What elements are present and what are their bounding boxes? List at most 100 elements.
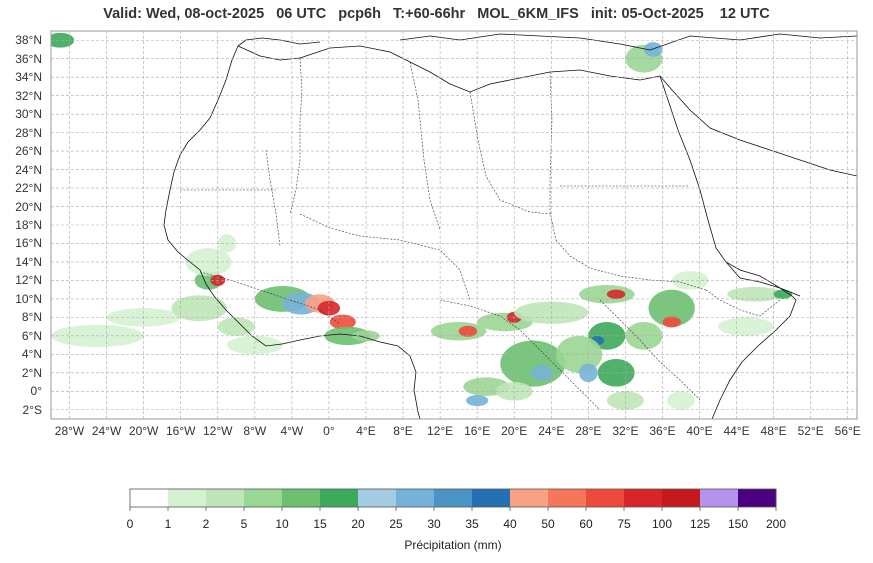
longitude-label: 12°E [427, 424, 454, 438]
map-title: Valid: Wed, 08-oct-2025 06 UTC pcp6h T:+… [103, 6, 770, 22]
precipitation-cell [727, 286, 783, 302]
precipitation-cell [466, 394, 489, 407]
colorbar-segment [738, 489, 777, 507]
colorbar-tick-label: 30 [427, 517, 441, 531]
precipitation-cell [500, 340, 566, 387]
latitude-label: 14°N [15, 254, 42, 269]
longitude-label: 8°E [393, 424, 413, 438]
colorbar-segment [358, 489, 397, 507]
precipitation-cell [458, 325, 478, 337]
longitude-label: 28°E [575, 424, 602, 438]
longitude-label: 4°W [280, 424, 304, 438]
latitude-label: 10°N [15, 291, 42, 306]
colorbar-tick-label: 100 [651, 517, 673, 531]
colorbar-tick-label: 50 [541, 517, 555, 531]
latitude-label: 34°N [15, 70, 42, 85]
colorbar-tick-label: 25 [389, 517, 403, 531]
colorbar-tick-label: 150 [727, 517, 749, 531]
precipitation-layer [51, 32, 793, 410]
precipitation-cell [606, 289, 626, 299]
latitude-label: 36°N [15, 51, 42, 66]
latitude-label: 0° [30, 384, 42, 399]
longitude-label: 40°E [686, 424, 713, 438]
precipitation-cell [227, 335, 283, 355]
longitude-label: 56°E [834, 424, 861, 438]
precipitation-cell [662, 316, 681, 328]
longitude-label: 16°E [464, 424, 491, 438]
longitude-label: 36°E [649, 424, 676, 438]
latitude-label: 32°N [15, 88, 42, 103]
colorbar-segment [662, 489, 701, 507]
latitude-label: 24°N [15, 162, 42, 177]
longitude-label: 44°E [723, 424, 750, 438]
precipitation-cell [171, 295, 228, 322]
colorbar-segment [548, 489, 587, 507]
coastlines [163, 33, 857, 419]
colorbar-segment [282, 489, 321, 507]
latitude-label: 2°N [21, 365, 42, 380]
colorbar-segment [206, 489, 245, 507]
precipitation-cell [606, 391, 644, 410]
colorbar-tick-label: 40 [503, 517, 517, 531]
longitude-label: 32°E [612, 424, 639, 438]
latitude-label: 2°S [22, 402, 42, 417]
longitude-label: 12°W [203, 424, 233, 438]
colorbar-frame [129, 488, 777, 508]
longitude-label: 4°E [356, 424, 376, 438]
precipitation-cell [555, 335, 603, 373]
longitude-label: 24°W [91, 424, 122, 438]
longitude-label: 20°W [128, 424, 159, 438]
latitude-label: 38°N [15, 33, 42, 48]
precipitation-cell [718, 317, 774, 336]
colorbar-tick-label: 20 [351, 517, 365, 531]
latitude-label: 18°N [15, 218, 42, 232]
longitude-label: 20°E [501, 424, 528, 438]
colorbar-segment [396, 489, 435, 507]
latitude-label: 22°N [15, 181, 42, 196]
colorbar-tick-label: 200 [765, 517, 787, 531]
graticule [51, 31, 857, 419]
colorbar-title: Précipitation (mm) [404, 538, 502, 552]
colorbar-tick-label: 60 [579, 517, 593, 531]
precipitation-cell [667, 391, 695, 410]
colorbar-segment [586, 489, 625, 507]
colorbar-tick-label: 15 [313, 517, 327, 531]
precipitation-cell [352, 330, 380, 342]
precipitation-cell [671, 271, 709, 290]
colorbar-segment [510, 489, 549, 507]
precipitation-cell [329, 314, 356, 330]
precipitation-cell [217, 317, 255, 336]
colorbar-tick-label: 5 [240, 517, 248, 531]
colorbar-tick-label: 75 [617, 517, 631, 531]
colorbar-tick-label: 1 [164, 517, 172, 531]
colorbar-tick-label: 2 [202, 517, 210, 531]
colorbar [129, 488, 777, 511]
precipitation-cell [773, 289, 793, 299]
latitude-label: 8°N [21, 310, 42, 325]
longitude-label: 24°E [538, 424, 565, 438]
longitude-label: 52°E [797, 424, 824, 438]
longitude-label: 28°W [54, 424, 85, 438]
colorbar-segment [624, 489, 663, 507]
colorbar-segment [434, 489, 473, 507]
latitude-label: 20°N [15, 199, 42, 214]
latitude-label: 4°N [21, 347, 42, 362]
longitude-label: 16°W [165, 424, 196, 438]
map-frame [50, 30, 858, 420]
colorbar-segment [472, 489, 511, 507]
precipitation-cell [579, 285, 635, 304]
latitude-label: 6°N [21, 328, 42, 343]
latitude-label: 26°N [15, 144, 42, 159]
latitude-label: 30°N [15, 107, 42, 122]
precipitation-cell [643, 42, 663, 57]
longitude-label: 48°E [760, 424, 787, 438]
colorbar-tick-label: 0 [126, 517, 134, 531]
latitude-label: 28°N [15, 125, 42, 140]
latitude-label: 12°N [15, 273, 42, 288]
colorbar-segment [244, 489, 283, 507]
colorbar-segment [700, 489, 739, 507]
colorbar-tick-label: 35 [465, 517, 479, 531]
latitude-label: 16°N [15, 236, 42, 251]
colorbar-tick-label: 10 [275, 517, 289, 531]
